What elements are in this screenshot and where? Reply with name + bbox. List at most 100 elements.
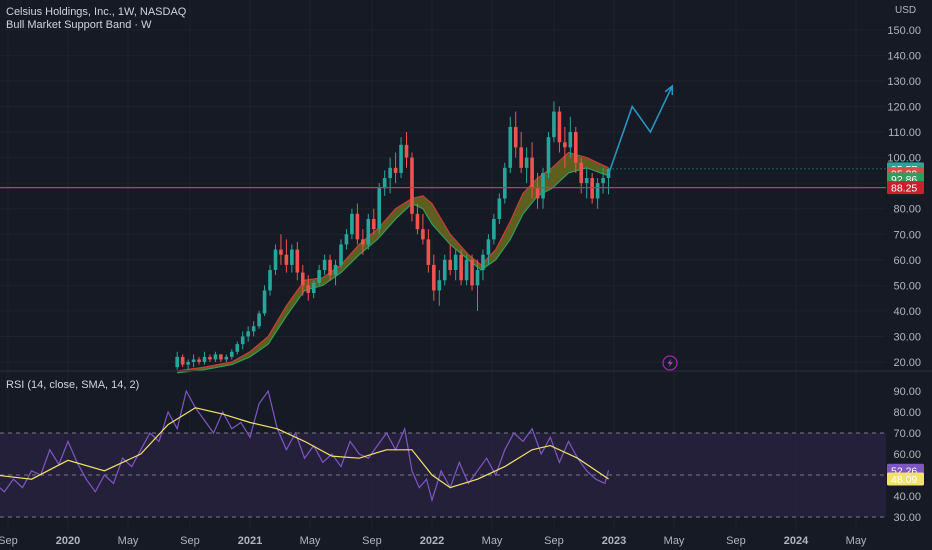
candle <box>508 116 513 173</box>
time-tick-label: Sep <box>0 535 18 547</box>
candle-body <box>546 137 551 173</box>
candle-body <box>388 167 392 179</box>
price-tick-label: 70.00 <box>893 229 921 241</box>
price-tick-label: 20.00 <box>893 357 921 369</box>
candle-body <box>459 254 463 281</box>
candle <box>464 254 469 286</box>
candle-body <box>601 178 605 184</box>
candle-body <box>251 326 256 332</box>
candle-body <box>290 249 294 265</box>
candle-body <box>333 264 338 276</box>
candle <box>470 254 474 291</box>
candle <box>186 359 190 370</box>
candle <box>246 326 250 342</box>
price-tick-label: 120.00 <box>887 102 921 114</box>
candle <box>339 239 343 268</box>
candle <box>519 132 523 173</box>
candle <box>191 354 196 368</box>
candle-body <box>399 144 403 173</box>
candle-body <box>557 111 562 143</box>
candle-body <box>268 270 272 291</box>
candle-body <box>475 270 480 286</box>
candle <box>240 331 245 350</box>
candle <box>268 264 272 296</box>
candle-body <box>284 254 289 265</box>
candle <box>306 275 311 301</box>
price-tick-label: 80.00 <box>893 204 921 216</box>
candle <box>399 137 403 179</box>
price-tick-label: 30.00 <box>893 331 921 343</box>
candle-body <box>273 249 278 271</box>
time-axis[interactable]: Sep 2020 May Sep 2021 May Sep 2022 May Sep 2023 May… <box>0 535 867 547</box>
candle-body <box>426 239 431 265</box>
candle <box>328 254 332 281</box>
candle-body <box>328 259 332 276</box>
rsi-line <box>0 389 610 503</box>
candle-body <box>404 144 409 158</box>
candle <box>442 254 447 286</box>
candle <box>322 254 327 276</box>
candle <box>563 126 567 168</box>
candle-body <box>219 354 223 360</box>
candle <box>448 244 452 276</box>
price-tick-label: 50.00 <box>893 280 921 292</box>
candle <box>279 234 283 265</box>
candle <box>601 167 605 194</box>
candle-body <box>503 167 507 199</box>
candle <box>273 244 278 276</box>
price-tag-label: 88.25 <box>891 183 917 195</box>
candle <box>230 349 234 360</box>
candle-body <box>371 218 376 230</box>
candle <box>595 178 600 209</box>
chart-title: Celsius Holdings, Inc., 1W, NASDAQ <box>6 6 187 18</box>
candle <box>371 208 376 235</box>
candle-body <box>366 218 371 245</box>
candle-body <box>317 270 321 283</box>
candle <box>573 126 578 173</box>
price-tag-box <box>887 181 924 195</box>
time-tick-label: 2023 <box>602 535 626 547</box>
candle <box>415 203 420 235</box>
candle-body <box>584 178 589 184</box>
lightning-icon[interactable] <box>662 355 678 371</box>
time-tick-label: 2024 <box>784 535 809 547</box>
price-tag-label: 48.09 <box>891 474 917 486</box>
rsi-title[interactable]: RSI (14, close, SMA, 14, 2) <box>6 379 140 391</box>
price-tag: 88.25 <box>887 181 924 195</box>
candle <box>344 229 349 250</box>
candle-body <box>213 354 218 360</box>
candle-body <box>579 162 584 184</box>
candle-body <box>508 126 513 168</box>
candle <box>546 132 551 179</box>
candle-body <box>453 254 458 271</box>
candle-body <box>279 249 283 255</box>
price-axis[interactable]: 20.0030.0040.0050.0060.0070.0080.0090.00… <box>887 25 921 369</box>
candle <box>262 285 267 317</box>
candle-body <box>191 359 196 362</box>
time-tick-label: May <box>118 535 139 547</box>
candle <box>311 280 316 299</box>
candle <box>453 249 458 281</box>
indicator-title[interactable]: Bull Market Support Band · W <box>6 19 152 31</box>
candle <box>377 183 382 235</box>
candle-body <box>492 218 496 240</box>
candle <box>459 249 463 286</box>
candle <box>300 264 305 296</box>
candle <box>492 213 496 245</box>
time-tick-label: May <box>846 535 867 547</box>
rsi-tick-label: 30.00 <box>893 512 921 524</box>
projection-path <box>607 85 673 175</box>
candle <box>213 351 218 362</box>
time-tick-label: May <box>300 535 321 547</box>
price-tick-label: 130.00 <box>887 76 921 88</box>
candle <box>317 264 321 286</box>
price-tag-box <box>887 472 924 486</box>
candle <box>524 147 529 184</box>
candle <box>235 341 240 355</box>
candle-body <box>295 249 300 273</box>
rsi-ma-line <box>0 407 609 489</box>
candle <box>557 106 562 153</box>
candle-body <box>339 244 343 265</box>
time-tick-label: May <box>664 535 685 547</box>
